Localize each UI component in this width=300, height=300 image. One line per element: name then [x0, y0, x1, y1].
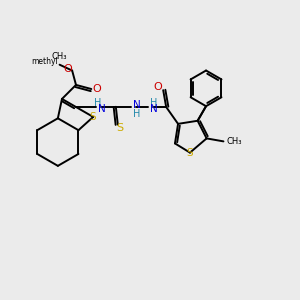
- Text: O: O: [92, 84, 100, 94]
- Text: H: H: [94, 98, 101, 108]
- Text: CH₃: CH₃: [226, 137, 242, 146]
- Text: S: S: [116, 123, 123, 133]
- Text: methyl: methyl: [31, 57, 58, 66]
- Text: S: S: [90, 112, 97, 122]
- Text: S: S: [187, 148, 193, 158]
- Text: O: O: [64, 64, 73, 74]
- Text: H: H: [150, 98, 158, 108]
- Text: N: N: [134, 100, 141, 110]
- Text: O: O: [154, 82, 163, 92]
- Text: N: N: [150, 104, 158, 114]
- Text: N: N: [98, 104, 106, 114]
- Text: CH₃: CH₃: [52, 52, 67, 61]
- Text: H: H: [134, 109, 141, 119]
